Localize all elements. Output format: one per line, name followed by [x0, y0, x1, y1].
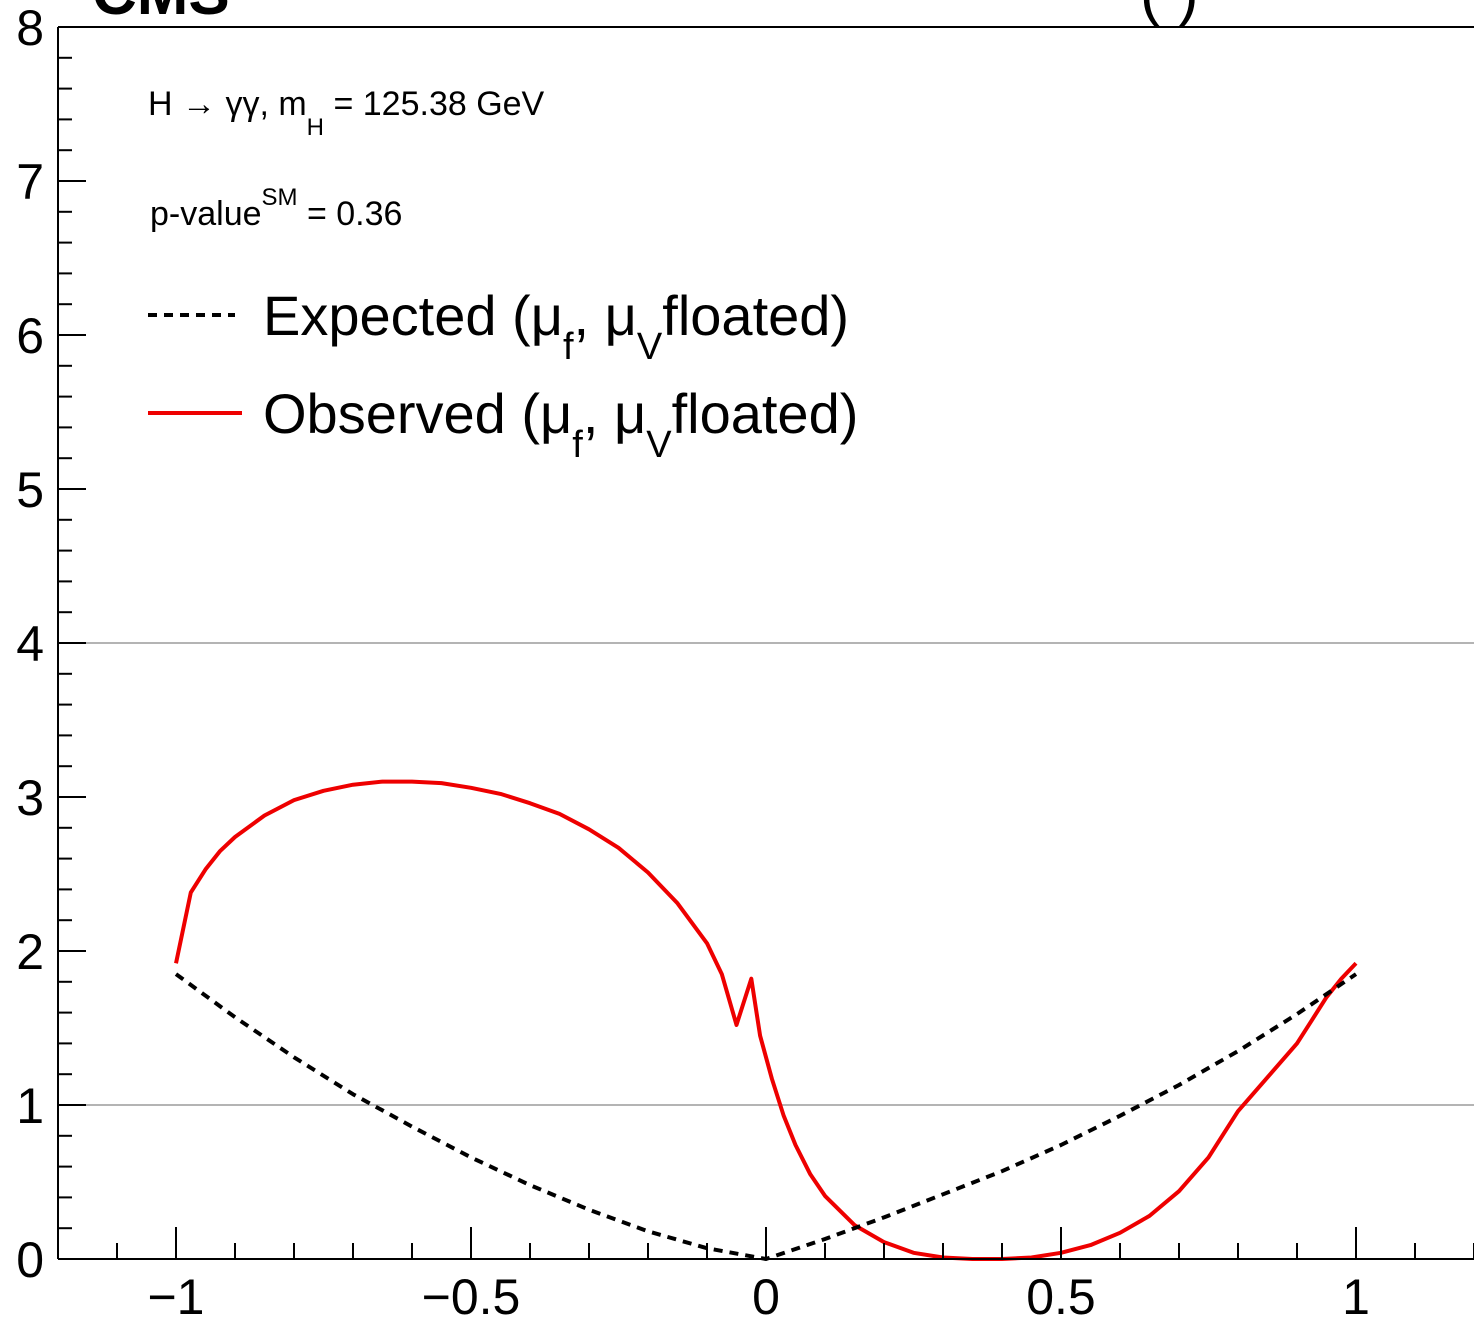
legend-observed-label: Observed (μf, μVfloated): [263, 382, 858, 466]
x-tick-label: 0: [752, 1269, 780, 1319]
y-tick-label: 7: [16, 154, 44, 210]
y-tick-label: 3: [16, 770, 44, 826]
luminosity-label: ( ): [1140, 0, 1199, 28]
x-tick-label: −0.5: [422, 1269, 521, 1319]
y-tick-label: 0: [16, 1232, 44, 1288]
pvalue-annotation: p-valueSM = 0.36: [150, 184, 402, 233]
x-tick-label: 1: [1342, 1269, 1370, 1319]
legend-expected-label: Expected (μf, μVfloated): [263, 284, 849, 368]
x-tick-label: −1: [147, 1269, 204, 1319]
observed-curve: [176, 782, 1356, 1259]
legend: Expected (μf, μVfloated) Observed (μf, μ…: [148, 284, 858, 466]
y-tick-label: 4: [16, 616, 44, 672]
y-tick-label: 5: [16, 462, 44, 518]
y-tick-label: 6: [16, 308, 44, 364]
experiment-label: CMS: [92, 0, 230, 28]
y-tick-label: 8: [16, 0, 44, 56]
y-tick-label: 1: [16, 1078, 44, 1134]
expected-curve: [176, 974, 1356, 1259]
series-curves: [176, 782, 1356, 1259]
process-annotation: H → γγ, mH = 125.38 GeV: [148, 85, 545, 141]
x-tick-label: 0.5: [1026, 1269, 1096, 1319]
y-tick-label: 2: [16, 924, 44, 980]
